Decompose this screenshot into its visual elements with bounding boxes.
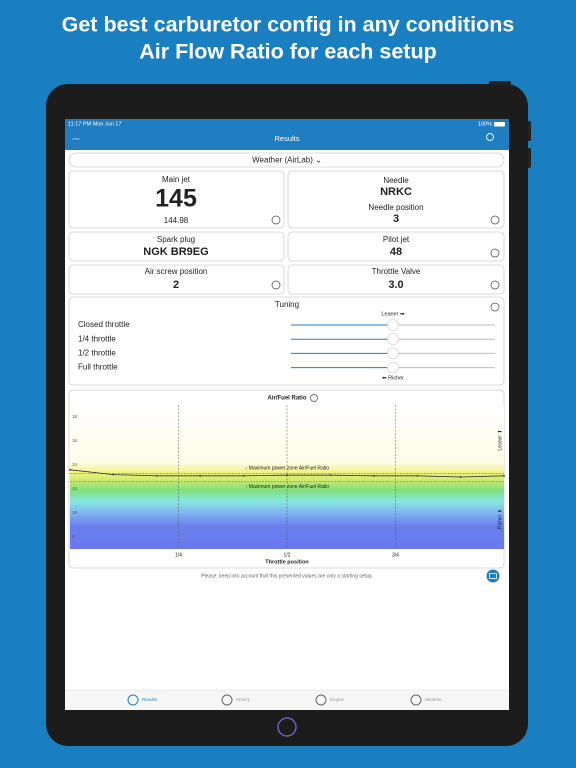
card-value: 3.0 [388, 279, 403, 291]
card [287, 170, 505, 229]
tab-label[interactable]: Engine [330, 697, 345, 702]
card-value: 2 [173, 279, 179, 291]
x-axis-label: Throttle position [265, 559, 309, 565]
card-label: Pilot jet [383, 235, 410, 244]
nav-title: Results [274, 134, 299, 143]
tab-icon[interactable] [315, 694, 327, 706]
tab-icon[interactable] [127, 694, 139, 706]
y-tick-label: 14 [72, 462, 78, 467]
card-label: Throttle Valve [372, 267, 421, 276]
data-point [416, 474, 419, 477]
y-tick-label: 18 [72, 414, 78, 419]
card-label: Main jet [162, 175, 191, 184]
tuning-richer: ⬅ Richer [382, 375, 404, 381]
headline: Air Flow Ratio for each setup [139, 40, 436, 64]
mail-icon [489, 573, 497, 579]
card [287, 231, 505, 262]
status-battery: 100% [478, 121, 492, 127]
chart-title: Air/Fuel Ratio [267, 396, 306, 402]
tab-icon[interactable] [221, 694, 233, 706]
slider-thumb[interactable] [387, 333, 399, 346]
tuning-row-label: 1/2 throttle [78, 349, 116, 358]
slider-thumb[interactable] [387, 361, 399, 374]
data-point [372, 474, 375, 477]
card-value: 145 [155, 185, 197, 213]
x-tick-label: 3/4 [392, 552, 399, 558]
home-button[interactable] [277, 717, 297, 737]
tab-label[interactable]: History [236, 697, 251, 702]
help-icon[interactable] [490, 280, 500, 290]
data-point [286, 474, 288, 477]
card [68, 231, 285, 262]
tuning-title: Tuning [275, 300, 299, 309]
help-icon[interactable] [271, 280, 281, 290]
zone-annotation: ↓ Maximum power zone Air/Fuel Ratio [245, 466, 329, 472]
card [68, 264, 285, 295]
tab-icon[interactable] [410, 694, 422, 706]
richer-label: Richer ⬇ [497, 509, 503, 529]
data-point [112, 473, 115, 476]
card-value: 48 [390, 246, 402, 258]
mail-button[interactable] [486, 569, 500, 583]
data-point [459, 476, 462, 478]
data-point [242, 474, 245, 477]
x-tick-label: 1/4 [175, 552, 182, 558]
x-tick-label: 1/2 [284, 552, 291, 558]
card-value: NGK BR9EG [143, 246, 208, 258]
y-tick-label: 12 [72, 486, 78, 491]
tab-label[interactable]: Weather [425, 697, 442, 702]
tuning-card [68, 296, 505, 386]
data-point [329, 474, 332, 477]
tuning-row-label: Closed throttle [78, 320, 130, 329]
zone-annotation: ↑ Maximum power zone Air/Fuel Ratio [245, 484, 329, 490]
card [68, 170, 285, 229]
data-point [69, 468, 71, 471]
tuning-row-label: Full throttle [78, 363, 118, 372]
weather-selector-label[interactable]: Weather (AirLab) ⌄ [252, 156, 322, 165]
battery-icon [494, 122, 505, 127]
help-icon[interactable] [271, 215, 281, 225]
help-icon[interactable] [490, 302, 500, 312]
help-icon[interactable] [490, 215, 500, 225]
location-button[interactable] [486, 133, 494, 141]
y-tick-label: 16 [72, 438, 78, 443]
tuning-rows: Closed throttle 1/4 throttle 1/2 throttle F… [78, 319, 495, 374]
footnote: Please, keep into account that this pres… [201, 573, 373, 579]
tuning-row-label: 1/4 throttle [78, 334, 116, 343]
card-value: 3 [393, 213, 399, 225]
nav-bar [65, 119, 509, 150]
tab-label[interactable]: Results [142, 697, 158, 702]
status-time: 11:17 PM Mon Jun 17 [68, 121, 121, 127]
slider-thumb[interactable] [387, 347, 399, 360]
menu-button[interactable]: ◦◦◦ [72, 136, 79, 143]
headline: Get best carburetor config in any condit… [62, 13, 515, 37]
card-label: Air screw position [145, 267, 208, 276]
card-label: Spark plug [157, 235, 195, 244]
y-tick-label: 10 [72, 510, 78, 515]
chart: 8 10 12 14 16 18 1/4 1/2 3/4 ↓ Maximum power zone… [69, 405, 505, 558]
data-point [503, 474, 505, 477]
y-tick-label: 8 [72, 534, 75, 539]
weather-selector[interactable] [68, 152, 505, 168]
help-icon[interactable] [490, 248, 500, 258]
leaner-label: Leaner ⬆ [497, 429, 503, 450]
card [287, 264, 505, 295]
tab-bar: Results History Engine Weather [127, 694, 442, 706]
data-point [155, 474, 158, 477]
card-label: Needle position [368, 203, 423, 212]
card-label: Needle [383, 176, 409, 185]
card-detail: 144.98 [164, 216, 189, 225]
tuning-leaner: Leaner ➡ [381, 311, 405, 317]
slider-thumb[interactable] [387, 319, 399, 331]
help-icon[interactable] [310, 394, 318, 402]
card-value: NRKC [380, 186, 412, 198]
data-point [199, 474, 202, 477]
